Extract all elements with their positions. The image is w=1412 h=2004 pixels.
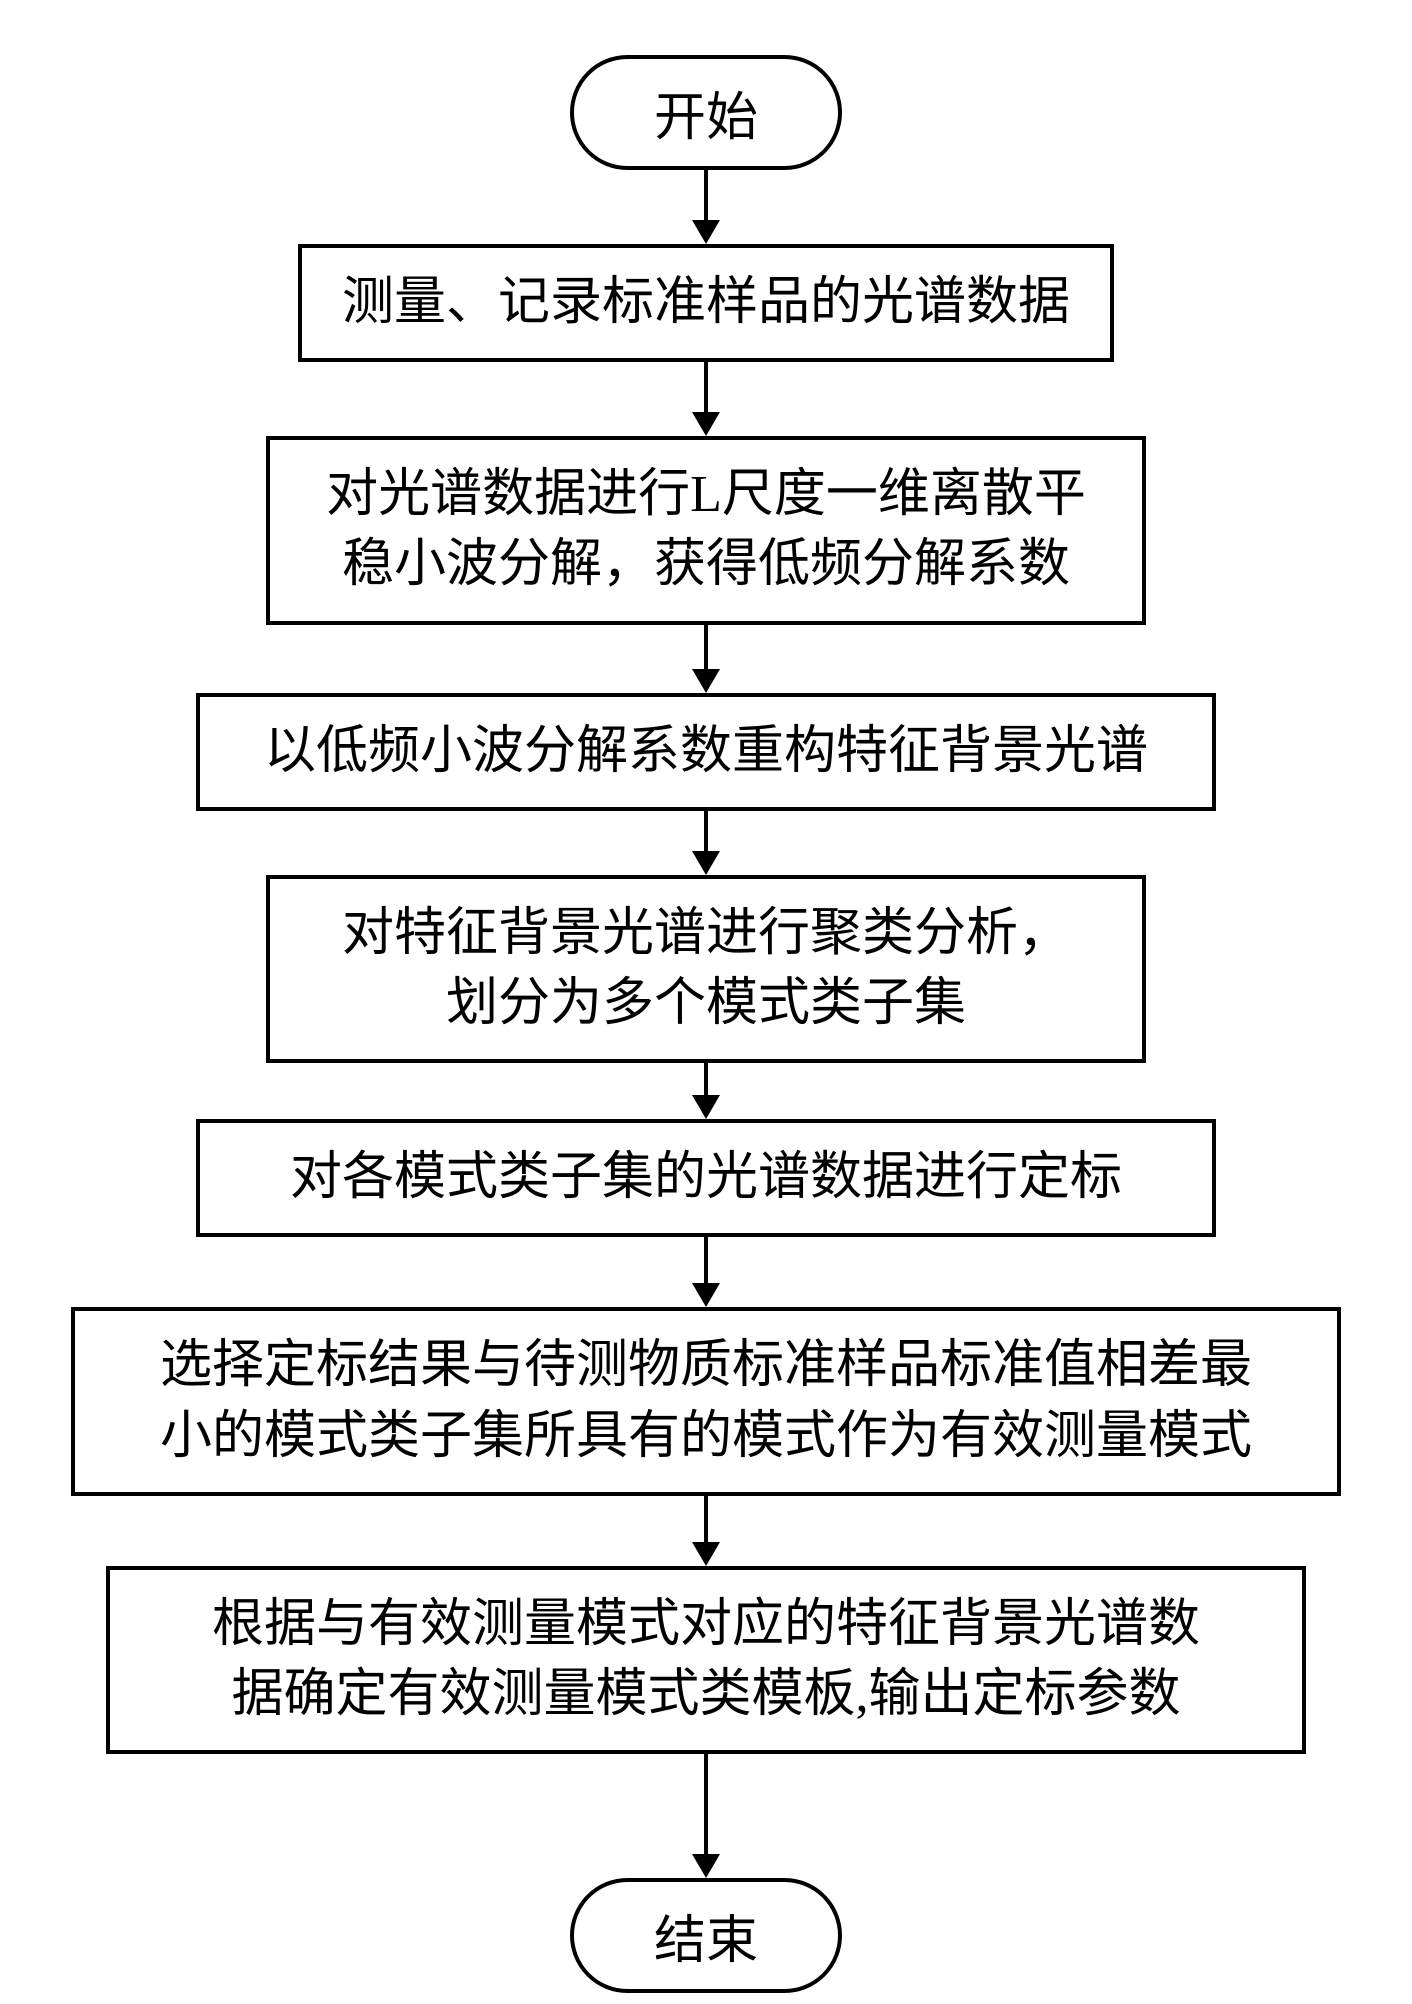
arrow-head-icon	[692, 1854, 720, 1878]
arrow-head-icon	[692, 220, 720, 244]
flowchart-container: 开始 测量、记录标准样品的光谱数据 对光谱数据进行L尺度一维离散平 稳小波分解，…	[71, 55, 1341, 1993]
process-step1: 测量、记录标准样品的光谱数据	[298, 244, 1114, 362]
step2-label-line2: 稳小波分解，获得低频分解系数	[342, 536, 1070, 593]
edge-2	[692, 625, 720, 693]
arrow-head-icon	[692, 412, 720, 436]
arrow-head-icon	[692, 1542, 720, 1566]
arrow-head-icon	[692, 669, 720, 693]
arrow-line	[704, 625, 708, 669]
step2-label-line1: 对光谱数据进行L尺度一维离散平	[326, 466, 1086, 523]
arrow-line	[704, 170, 708, 220]
end-label: 结束	[654, 1913, 758, 1970]
step7-label-line1: 根据与有效测量模式对应的特征背景光谱数	[212, 1596, 1200, 1653]
step4-label-line1: 对特征背景光谱进行聚类分析，	[342, 905, 1070, 962]
step7-label-line2: 据确定有效测量模式类模板,输出定标参数	[231, 1666, 1180, 1723]
arrow-line	[704, 811, 708, 851]
arrow-line	[704, 1754, 708, 1854]
arrow-line	[704, 1063, 708, 1095]
step5-label: 对各模式类子集的光谱数据进行定标	[290, 1149, 1122, 1206]
edge-5	[692, 1237, 720, 1307]
step6-label-line2: 小的模式类子集所具有的模式作为有效测量模式	[160, 1408, 1252, 1465]
step4-label-line2: 划分为多个模式类子集	[446, 975, 966, 1032]
step1-label: 测量、记录标准样品的光谱数据	[342, 274, 1070, 331]
edge-3	[692, 811, 720, 875]
edge-4	[692, 1063, 720, 1119]
process-step5: 对各模式类子集的光谱数据进行定标	[196, 1119, 1216, 1237]
end-node: 结束	[570, 1878, 842, 1993]
arrow-line	[704, 1237, 708, 1283]
process-step2: 对光谱数据进行L尺度一维离散平 稳小波分解，获得低频分解系数	[266, 436, 1146, 624]
arrow-line	[704, 1496, 708, 1542]
process-step3: 以低频小波分解系数重构特征背景光谱	[196, 693, 1216, 811]
edge-6	[692, 1496, 720, 1566]
edge-1	[692, 362, 720, 436]
process-step7: 根据与有效测量模式对应的特征背景光谱数 据确定有效测量模式类模板,输出定标参数	[106, 1566, 1306, 1754]
step6-label-line1: 选择定标结果与待测物质标准样品标准值相差最	[160, 1337, 1252, 1394]
step3-label: 以低频小波分解系数重构特征背景光谱	[264, 723, 1148, 780]
start-node: 开始	[570, 55, 842, 170]
edge-0	[692, 170, 720, 244]
arrow-head-icon	[692, 1283, 720, 1307]
process-step6: 选择定标结果与待测物质标准样品标准值相差最 小的模式类子集所具有的模式作为有效测…	[71, 1307, 1341, 1495]
start-label: 开始	[654, 90, 758, 147]
arrow-line	[704, 362, 708, 412]
edge-7	[692, 1754, 720, 1878]
arrow-head-icon	[692, 851, 720, 875]
process-step4: 对特征背景光谱进行聚类分析， 划分为多个模式类子集	[266, 875, 1146, 1063]
arrow-head-icon	[692, 1095, 720, 1119]
